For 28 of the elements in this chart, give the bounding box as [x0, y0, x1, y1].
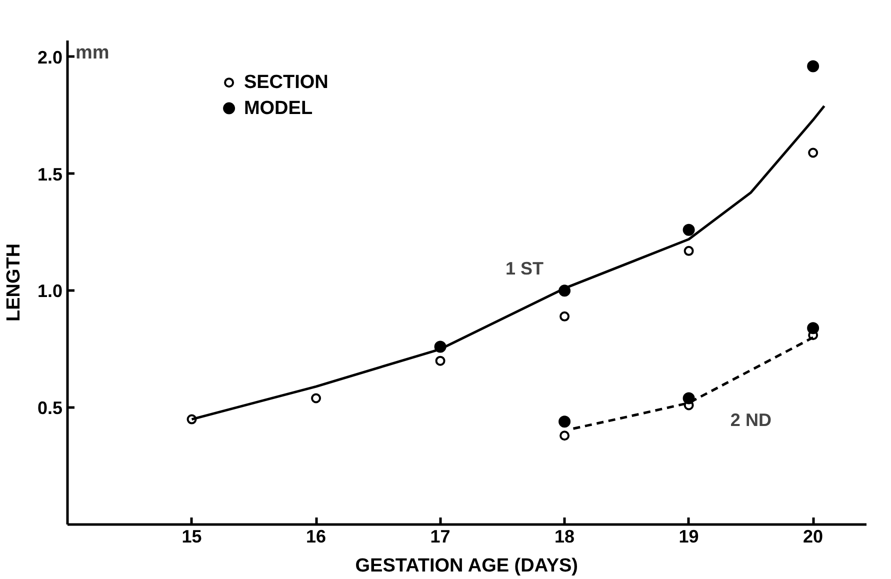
series-label: 1 ST	[506, 258, 544, 278]
x-tick-label: 15	[182, 526, 202, 546]
point	[807, 322, 820, 334]
x-tick-label: 18	[554, 526, 575, 546]
x-tick-label: 16	[306, 526, 326, 546]
y-axis-title: LENGTH	[3, 243, 24, 322]
y-tick-label: 1.0	[37, 281, 63, 302]
point	[684, 246, 694, 256]
point	[682, 392, 695, 404]
x-tick-label: 17	[430, 526, 450, 546]
y-tick-label: 0.5	[37, 398, 63, 418]
point	[560, 311, 570, 322]
y-tick-label: 1.5	[37, 164, 63, 184]
point	[808, 148, 818, 158]
series-label: 2 ND	[730, 410, 772, 430]
point	[807, 60, 820, 72]
point	[558, 416, 571, 428]
y-tick-label: 2.0	[37, 47, 63, 68]
point	[560, 430, 570, 441]
annotation: mm	[76, 42, 110, 64]
point	[682, 224, 695, 236]
point	[311, 393, 322, 404]
x-tick-label: 20	[803, 526, 824, 546]
x-axis-title: GESTATION AGE (DAYS)	[355, 556, 578, 576]
x-tick-label: 19	[678, 526, 699, 546]
point	[435, 356, 446, 366]
legend-label: SECTION	[244, 72, 328, 94]
legend-label: MODEL	[244, 98, 313, 119]
